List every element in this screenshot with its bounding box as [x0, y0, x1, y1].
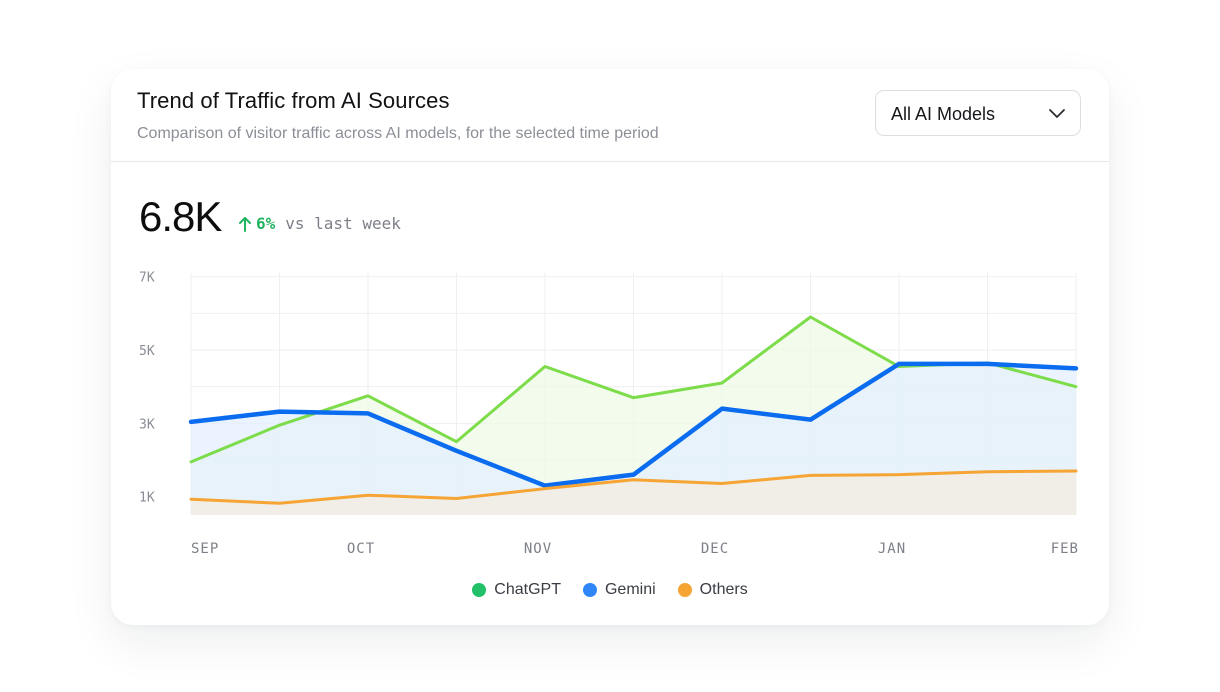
delta-percentage: 6% — [256, 214, 276, 233]
legend-item-gemini[interactable]: Gemini — [582, 581, 656, 599]
legend-label: Others — [699, 581, 748, 598]
y-tick-label: 5K — [139, 344, 155, 359]
legend-item-others[interactable]: Others — [677, 581, 748, 599]
x-tick-label: DEC — [701, 541, 729, 557]
x-tick-label: SEP — [191, 541, 219, 557]
card-header: Trend of Traffic from AI Sources Compari… — [111, 69, 1109, 162]
chart-legend: ChatGPT Gemini Others — [111, 581, 1109, 599]
line-others — [189, 469, 1078, 505]
y-tick-label: 1K — [139, 491, 155, 506]
area-others — [191, 471, 1076, 515]
legend-dot-icon — [582, 583, 597, 597]
arrow-up-icon — [239, 216, 251, 232]
dropdown-selected-value: All AI Models — [891, 104, 996, 124]
legend-item-chatgpt[interactable]: ChatGPT — [472, 581, 561, 599]
legend-dot-icon — [677, 583, 692, 597]
x-tick-label: OCT — [347, 541, 375, 557]
card-subtitle: Comparison of visitor traffic across AI … — [137, 125, 659, 142]
total-traffic-value: 6.8K — [139, 193, 222, 240]
x-tick-label: JAN — [878, 541, 906, 557]
delta-caption: vs last week — [285, 214, 401, 233]
x-tick-label: FEB — [1051, 541, 1079, 557]
y-tick-label: 3K — [139, 417, 155, 432]
traffic-area-chart: 7K 5K 3K 1K SEP OCT NOV DEC JAN FEB — [139, 271, 1079, 557]
x-tick-label: NOV — [524, 541, 552, 557]
y-tick-label: 7K — [139, 271, 155, 286]
traffic-card: Trend of Traffic from AI Sources Compari… — [111, 69, 1109, 625]
chevron-down-icon — [1049, 109, 1065, 118]
legend-label: Gemini — [604, 581, 656, 598]
legend-dot-icon — [472, 583, 487, 597]
line-gemini — [188, 361, 1079, 488]
model-filter-dropdown[interactable]: All AI Models — [875, 90, 1081, 136]
legend-label: ChatGPT — [494, 581, 561, 598]
traffic-delta: 6% vs last week — [238, 214, 401, 233]
card-title: Trend of Traffic from AI Sources — [137, 88, 450, 113]
